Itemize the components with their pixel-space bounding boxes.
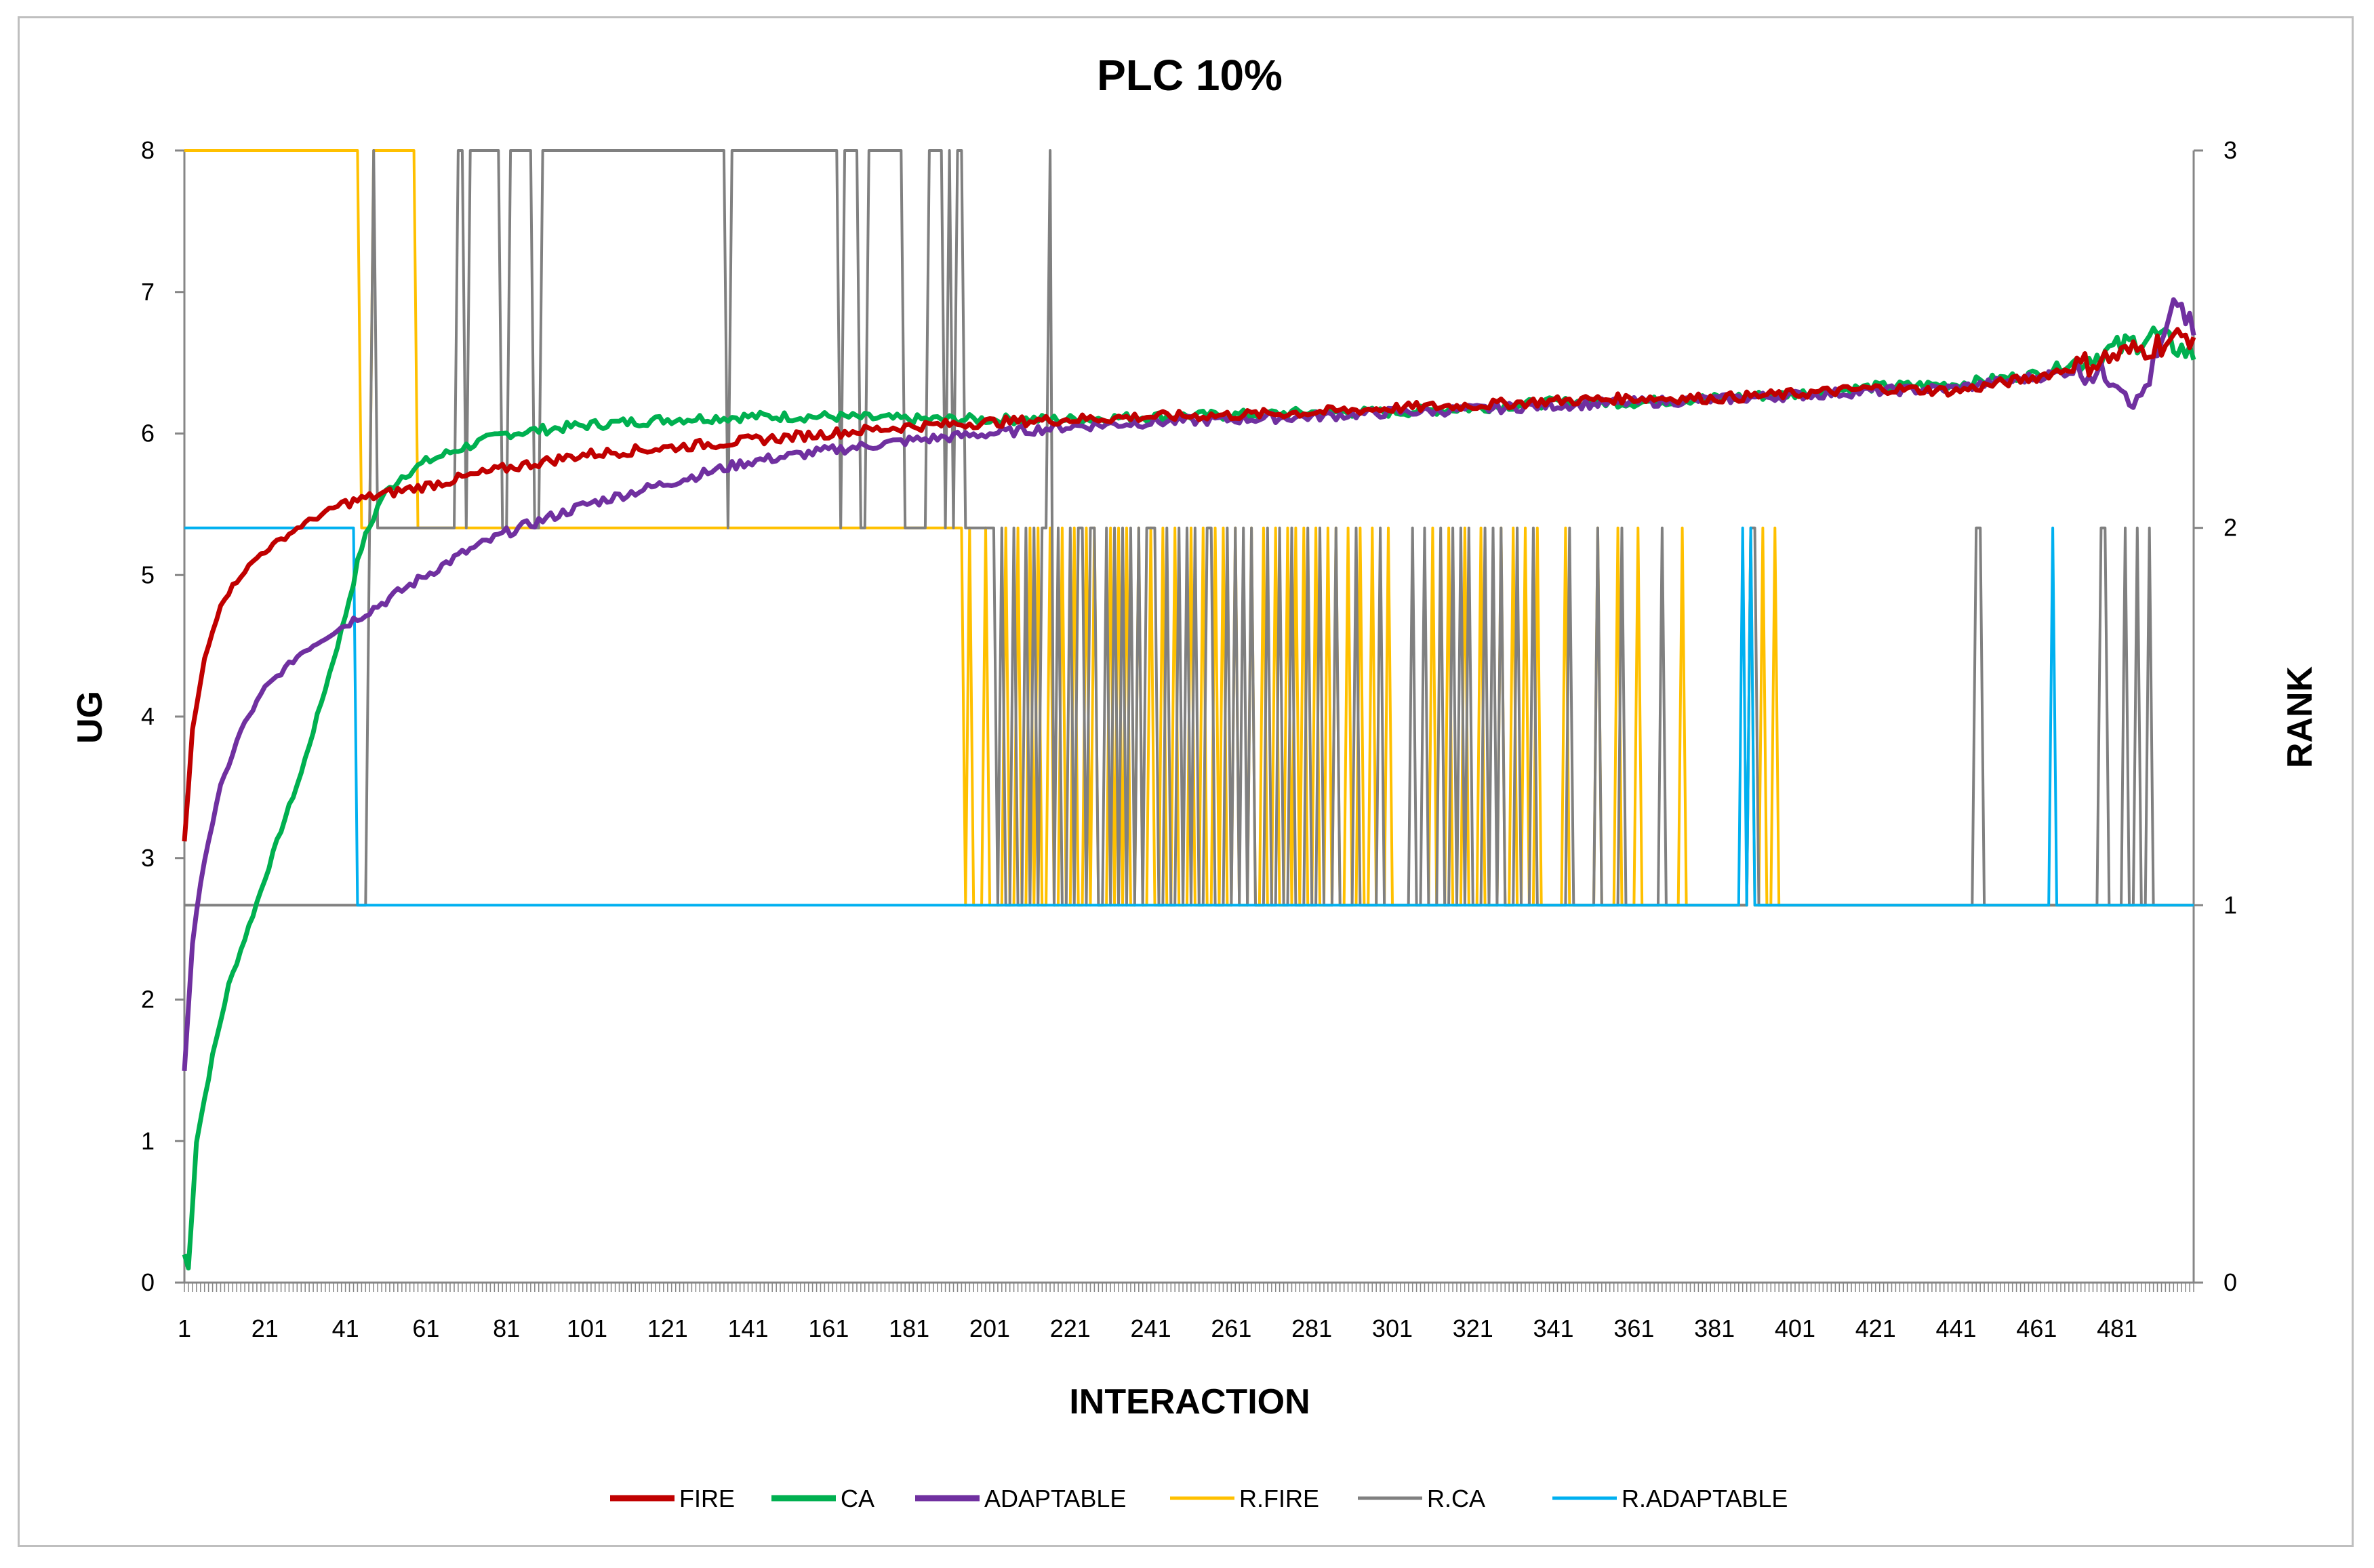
x-minor-ticks (184, 1283, 2194, 1292)
y-tick-label: 6 (141, 420, 155, 447)
y2-tick-label: 3 (2224, 136, 2237, 164)
x-tick-label: 81 (493, 1314, 520, 1342)
series-layer (182, 149, 2196, 1271)
y2-tick-label: 2 (2224, 514, 2237, 542)
x-tick-label: 1 (178, 1314, 191, 1342)
y-tick-label: 2 (141, 986, 155, 1013)
x-tick-label: 21 (252, 1314, 279, 1342)
x-tick-label: 221 (1050, 1314, 1091, 1342)
x-tick-label: 361 (1613, 1314, 1654, 1342)
x-tick-label: 421 (1855, 1314, 1896, 1342)
y-tick-label: 0 (141, 1268, 155, 1296)
x-tick-label: 261 (1211, 1314, 1251, 1342)
x-tick-label: 381 (1694, 1314, 1735, 1342)
x-tick-label: 441 (1936, 1314, 1977, 1342)
x-tick-label: 141 (728, 1314, 769, 1342)
legend: FIRE CA ADAPTABLE R.FIRE R.CA R.ADAPTABLE (610, 1485, 1788, 1512)
x-tick-label: 341 (1533, 1314, 1574, 1342)
y-tick-label: 1 (141, 1127, 155, 1154)
x-tick-label: 241 (1131, 1314, 1171, 1342)
legend-label-r-fire: R.FIRE (1239, 1485, 1319, 1512)
x-tick-label: 401 (1775, 1314, 1815, 1342)
y-tick-label: 4 (141, 702, 155, 730)
x-tick-label: 161 (808, 1314, 849, 1342)
series-line-fire (182, 327, 2196, 842)
legend-label-ca: CA (841, 1485, 874, 1512)
x-tick-label: 481 (2097, 1314, 2137, 1342)
x-tick-label: 101 (567, 1314, 607, 1342)
chart-title: PLC 10% (1097, 51, 1283, 100)
y-tick-label: 8 (141, 136, 155, 164)
y2-tick-label: 1 (2224, 891, 2237, 919)
x-tick-label: 121 (647, 1314, 688, 1342)
x-axis-title: INTERACTION (1069, 1382, 1310, 1422)
y-tick-label: 7 (141, 278, 155, 306)
x-tick-label: 461 (2016, 1314, 2057, 1342)
legend-label-r-ca: R.CA (1427, 1485, 1485, 1512)
x-tick-label: 181 (889, 1314, 929, 1342)
legend-label-fire: FIRE (679, 1485, 735, 1512)
x-tick-label: 321 (1453, 1314, 1493, 1342)
x-tick-label: 281 (1291, 1314, 1332, 1342)
y-tick-label: 5 (141, 561, 155, 588)
y-tick-label: 3 (141, 844, 155, 872)
y-axis-title: UG (71, 691, 110, 744)
x-tick-label: 41 (332, 1314, 359, 1342)
x-tick-label: 201 (969, 1314, 1010, 1342)
x-tick-label: 61 (412, 1314, 439, 1342)
series-line-r-adaptable (184, 526, 2194, 907)
y2-tick-label: 0 (2224, 1268, 2237, 1296)
legend-label-r-adaptable: R.ADAPTABLE (1622, 1485, 1788, 1512)
legend-label-adaptable: ADAPTABLE (984, 1485, 1126, 1512)
y2-axis-title: RANK (2280, 666, 2320, 768)
x-tick-label: 301 (1372, 1314, 1413, 1342)
